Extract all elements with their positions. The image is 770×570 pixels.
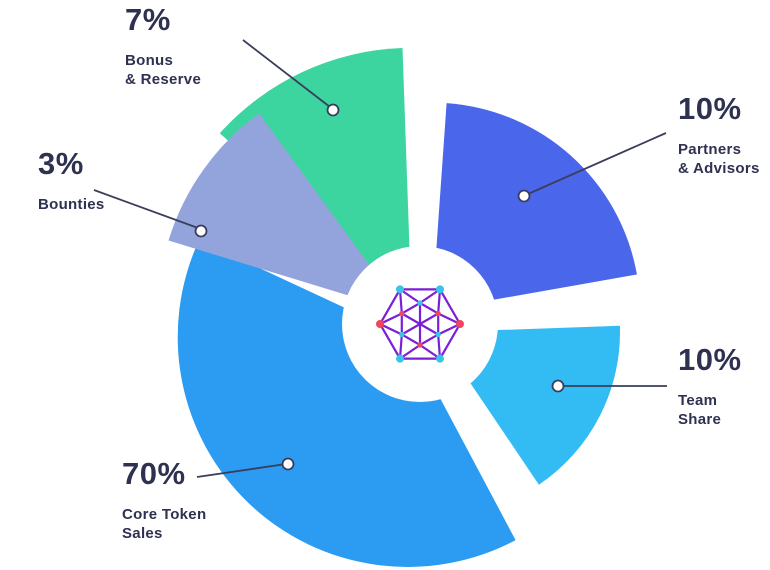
logo-web-line (398, 288, 422, 305)
logo-spoke-line (400, 312, 422, 326)
logo-web-line (437, 312, 462, 326)
marker-partners-advisors (517, 189, 531, 203)
bonus-reserve-label: Bonus & Reserve (125, 52, 202, 89)
logo-web-line (437, 333, 442, 360)
logo-web-line (418, 288, 442, 305)
partners-advisors-percent: 10% (678, 91, 742, 126)
logo-inner-node-dot (399, 331, 405, 338)
callout-team-share: 10% Team Share (678, 344, 742, 429)
logo-spoke-line (418, 312, 440, 326)
team-share-percent: 10% (678, 342, 742, 377)
leader-line-bounties (93, 189, 199, 229)
slice-bonus-reserve (219, 48, 412, 306)
logo-web-line (378, 312, 403, 326)
logo-node-dot (376, 320, 384, 328)
marker-bounties (194, 224, 208, 238)
leader-line-core-token-sales (196, 463, 287, 478)
logo-node-dot (396, 354, 404, 363)
logo-web-line (398, 343, 422, 360)
core-token-sales-percent: 70% (122, 456, 186, 491)
marker-team-share (551, 379, 565, 393)
logo-node-dot (436, 285, 444, 294)
hex-web-logo (376, 285, 464, 363)
leader-line-partners-advisors (527, 132, 667, 195)
team-share-label: Team Share (678, 392, 722, 429)
logo-web-line (398, 288, 403, 315)
logo-inner-node-dot (435, 331, 441, 338)
leader-line-bonus-reserve (242, 39, 331, 108)
callout-bonus-reserve: 7% Bonus & Reserve (125, 4, 201, 89)
slice-core-token-sales (177, 239, 516, 567)
slice-bounties (168, 113, 404, 313)
bounties-percent: 3% (38, 146, 84, 181)
logo-inner-node-dot (399, 310, 405, 317)
logo-inner-node-dot (417, 342, 423, 348)
logo-web-line (398, 333, 403, 360)
slice-partners-advisors (432, 103, 637, 311)
logo-node-dot (436, 354, 444, 363)
marker-bonus-reserve (326, 103, 340, 117)
core-token-sales-label: Core Token Sales (122, 506, 207, 543)
callout-bounties: 3% Bounties (38, 148, 105, 214)
logo-node-dot (456, 320, 464, 328)
logo-web-line (418, 343, 442, 360)
logo-node-dot (396, 285, 404, 294)
bonus-reserve-percent: 7% (125, 2, 171, 37)
callout-core-token-sales: 70% Core Token Sales (122, 458, 206, 543)
callout-partners-advisors: 10% Partners & Advisors (678, 93, 760, 178)
logo-center-dot (417, 321, 423, 327)
logo-spoke-line (400, 322, 422, 336)
logo-inner-node-dot (435, 310, 441, 317)
marker-core-token-sales (281, 457, 295, 471)
partners-advisors-label: Partners & Advisors (678, 141, 760, 178)
logo-web-line (437, 322, 462, 336)
bounties-label: Bounties (38, 196, 105, 213)
logo-web-line (437, 288, 442, 315)
logo-web-line (378, 322, 403, 336)
logo-spoke-line (418, 322, 440, 336)
logo-inner-node-dot (417, 300, 423, 306)
